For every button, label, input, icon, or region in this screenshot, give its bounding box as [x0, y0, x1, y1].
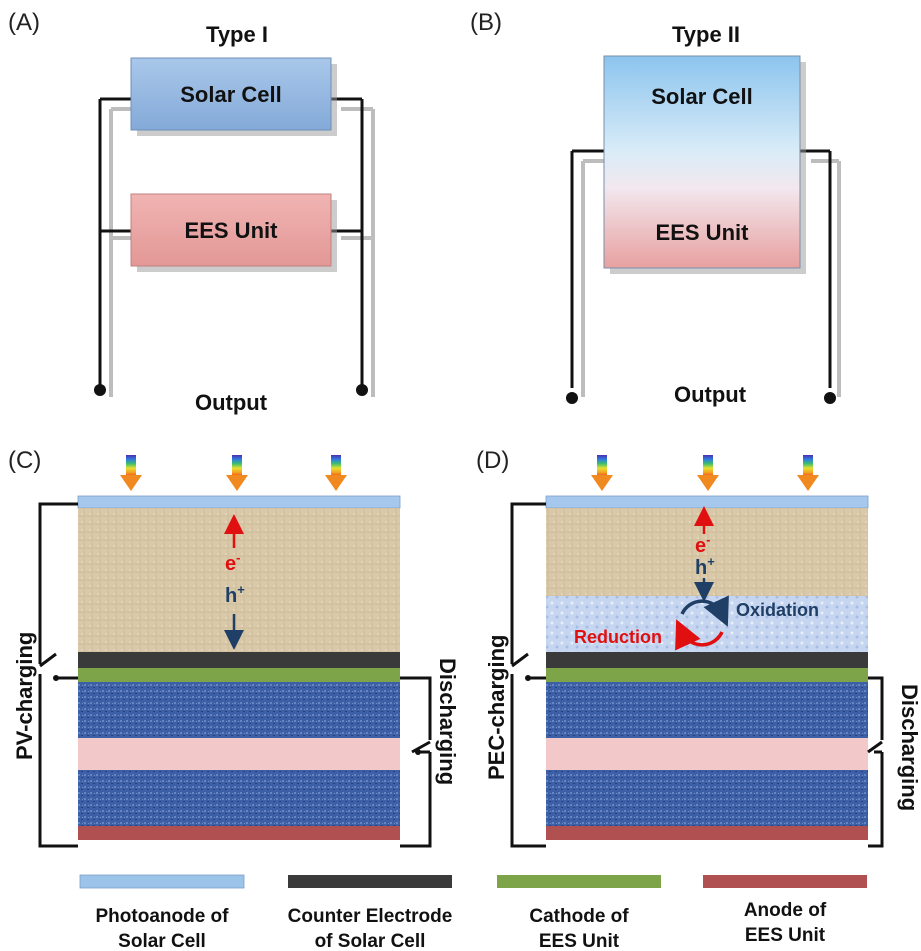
panel-d-cathode-layer — [546, 668, 868, 682]
panel-c-pv-charging-label: PV-charging — [12, 632, 37, 760]
panel-c-electrolyte-blue-layer-2 — [78, 770, 400, 826]
panel-d-pec-charging-label: PEC-charging — [484, 635, 509, 780]
panel-b-title: Type II — [672, 22, 740, 47]
light-arrow-icon — [325, 455, 347, 491]
panel-a: (A) Type I Solar Cell EES Unit Output — [8, 9, 375, 415]
light-arrow-icon — [120, 455, 142, 491]
legend-label-line2: EES Unit — [745, 925, 826, 946]
panel-c-hole-label: h+ — [225, 582, 245, 607]
legend-label-line1: Photoanode of — [96, 906, 230, 927]
panel-d-letter: (D) — [476, 447, 509, 474]
panel-b-wires — [570, 149, 832, 388]
legend-label-line2: Solar Cell — [118, 931, 206, 951]
panel-d-discharging-switch — [867, 740, 883, 754]
panel-d: (D) e- h+ — [476, 447, 921, 848]
legend-swatch-photoanode — [79, 874, 245, 889]
light-arrow-icon — [797, 455, 819, 491]
legend-item: Cathode of EES Unit — [497, 875, 661, 951]
panel-b: (B) Type II Solar Cell EES Unit Output — [470, 9, 841, 407]
panel-c-cathode-layer — [78, 668, 400, 682]
light-arrow-icon — [226, 455, 248, 491]
panel-d-separator-layer — [546, 738, 868, 770]
legend-label-line2: of Solar Cell — [315, 931, 426, 951]
panel-d-oxidation-arrow — [680, 595, 729, 627]
panel-b-combined-box — [603, 55, 801, 269]
panel-a-ees-unit-box — [130, 193, 332, 267]
panel-d-electrolyte-blue-layer-2 — [546, 770, 868, 826]
legend-item: Counter Electrode of Solar Cell — [288, 875, 453, 951]
panel-d-anode-layer — [546, 826, 868, 840]
panel-a-wires — [98, 97, 364, 388]
light-arrow-icon — [697, 455, 719, 491]
panel-c-electron-label: e- — [225, 550, 240, 575]
panel-a-terminal-left — [94, 384, 106, 396]
panel-d-reduction-label: Reduction — [574, 627, 662, 647]
legend-label-line2: EES Unit — [539, 931, 620, 951]
panel-d-absorber-layer — [546, 508, 868, 596]
light-arrow-icon — [591, 455, 613, 491]
panel-d-charging-switch — [511, 652, 529, 668]
panel-a-terminal-right — [356, 384, 368, 396]
panel-a-solar-cell-label: Solar Cell — [180, 82, 281, 107]
panel-d-discharging-label: Discharging — [897, 684, 921, 811]
panel-b-terminal-right — [824, 392, 836, 404]
panel-c-anode-layer — [78, 826, 400, 840]
panel-c-separator-layer — [78, 738, 400, 770]
panel-c-charging-circuit — [38, 502, 78, 848]
panel-c-letter: (C) — [8, 447, 41, 474]
legend-label-line1: Anode of — [744, 900, 827, 921]
panel-b-terminal-left — [566, 392, 578, 404]
panel-d-reduction-arrow — [675, 619, 724, 651]
panel-a-letter: (A) — [8, 9, 40, 36]
panel-d-discharging-circuit — [868, 676, 884, 848]
panel-c-absorber-layer — [78, 508, 400, 652]
panel-b-ees-unit-label: EES Unit — [656, 220, 750, 245]
panel-c: (C) e- h+ — [8, 447, 460, 848]
panel-d-electrolyte-blue-layer — [546, 682, 868, 738]
panel-d-photoanode-layer — [545, 495, 869, 509]
panel-b-solar-cell-label: Solar Cell — [651, 84, 752, 109]
panel-c-photoanode-layer — [77, 495, 401, 509]
legend-swatch-cathode — [497, 875, 661, 888]
legend-item: Anode of EES Unit — [703, 875, 867, 946]
panel-c-counter-electrode-layer — [78, 652, 400, 668]
panel-a-output-label: Output — [195, 390, 268, 415]
panel-d-charging-circuit — [510, 502, 546, 848]
panel-d-oxidation-label: Oxidation — [736, 600, 819, 620]
panel-d-electron-label: e- — [695, 532, 710, 557]
panel-a-ees-unit-label: EES Unit — [185, 218, 279, 243]
panel-c-light-arrows — [120, 455, 347, 491]
panel-d-counter-electrode-layer — [546, 652, 868, 668]
panel-d-light-arrows — [591, 455, 819, 491]
legend-label-line1: Cathode of — [529, 906, 629, 927]
legend-swatch-anode — [703, 875, 867, 888]
panel-a-solar-cell-box — [130, 57, 332, 131]
legend-label-line1: Counter Electrode — [288, 906, 453, 927]
panel-d-hole-label: h+ — [695, 554, 715, 579]
panel-c-electrolyte-blue-layer — [78, 682, 400, 738]
legend-item: Photoanode of Solar Cell — [79, 874, 245, 951]
panel-c-discharging-label: Discharging — [435, 658, 460, 785]
panel-a-title: Type I — [206, 22, 268, 47]
panel-c-charging-switch — [39, 652, 57, 668]
panel-c-discharging-circuit — [400, 676, 432, 848]
legend-swatch-counter-electrode — [288, 875, 452, 888]
panel-b-letter: (B) — [470, 9, 502, 36]
panel-b-output-label: Output — [674, 382, 747, 407]
legend: Photoanode of Solar Cell Counter Electro… — [79, 874, 867, 951]
panel-c-discharging-switch — [411, 740, 431, 754]
